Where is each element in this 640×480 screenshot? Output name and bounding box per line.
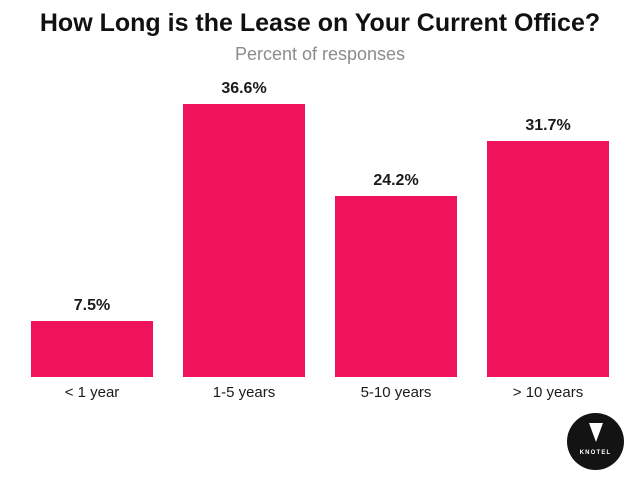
bar-< 1 year xyxy=(31,321,153,377)
bar-value-label: 31.7% xyxy=(525,117,571,134)
bar-value-label: 7.5% xyxy=(73,297,111,314)
bar-category-label: > 10 years xyxy=(512,384,584,401)
bar-category-label: 1-5 years xyxy=(212,384,276,401)
bar-5-10 years xyxy=(335,196,457,377)
bar-category-label: < 1 year xyxy=(64,384,120,401)
bar-> 10 years xyxy=(487,141,609,377)
bar-value-label: 24.2% xyxy=(373,172,419,189)
chart-subtitle: Percent of responses xyxy=(234,44,406,64)
knotel-logo: KNOTEL xyxy=(567,413,624,470)
chart-title: How Long is the Lease on Your Current Of… xyxy=(39,9,601,37)
knotel-logo-text: KNOTEL xyxy=(579,450,612,456)
bar-1-5 years xyxy=(183,104,305,377)
bar-category-label: 5-10 years xyxy=(360,384,432,401)
bar-value-label: 36.6% xyxy=(221,80,267,97)
inverted-triangle-icon xyxy=(588,423,603,442)
